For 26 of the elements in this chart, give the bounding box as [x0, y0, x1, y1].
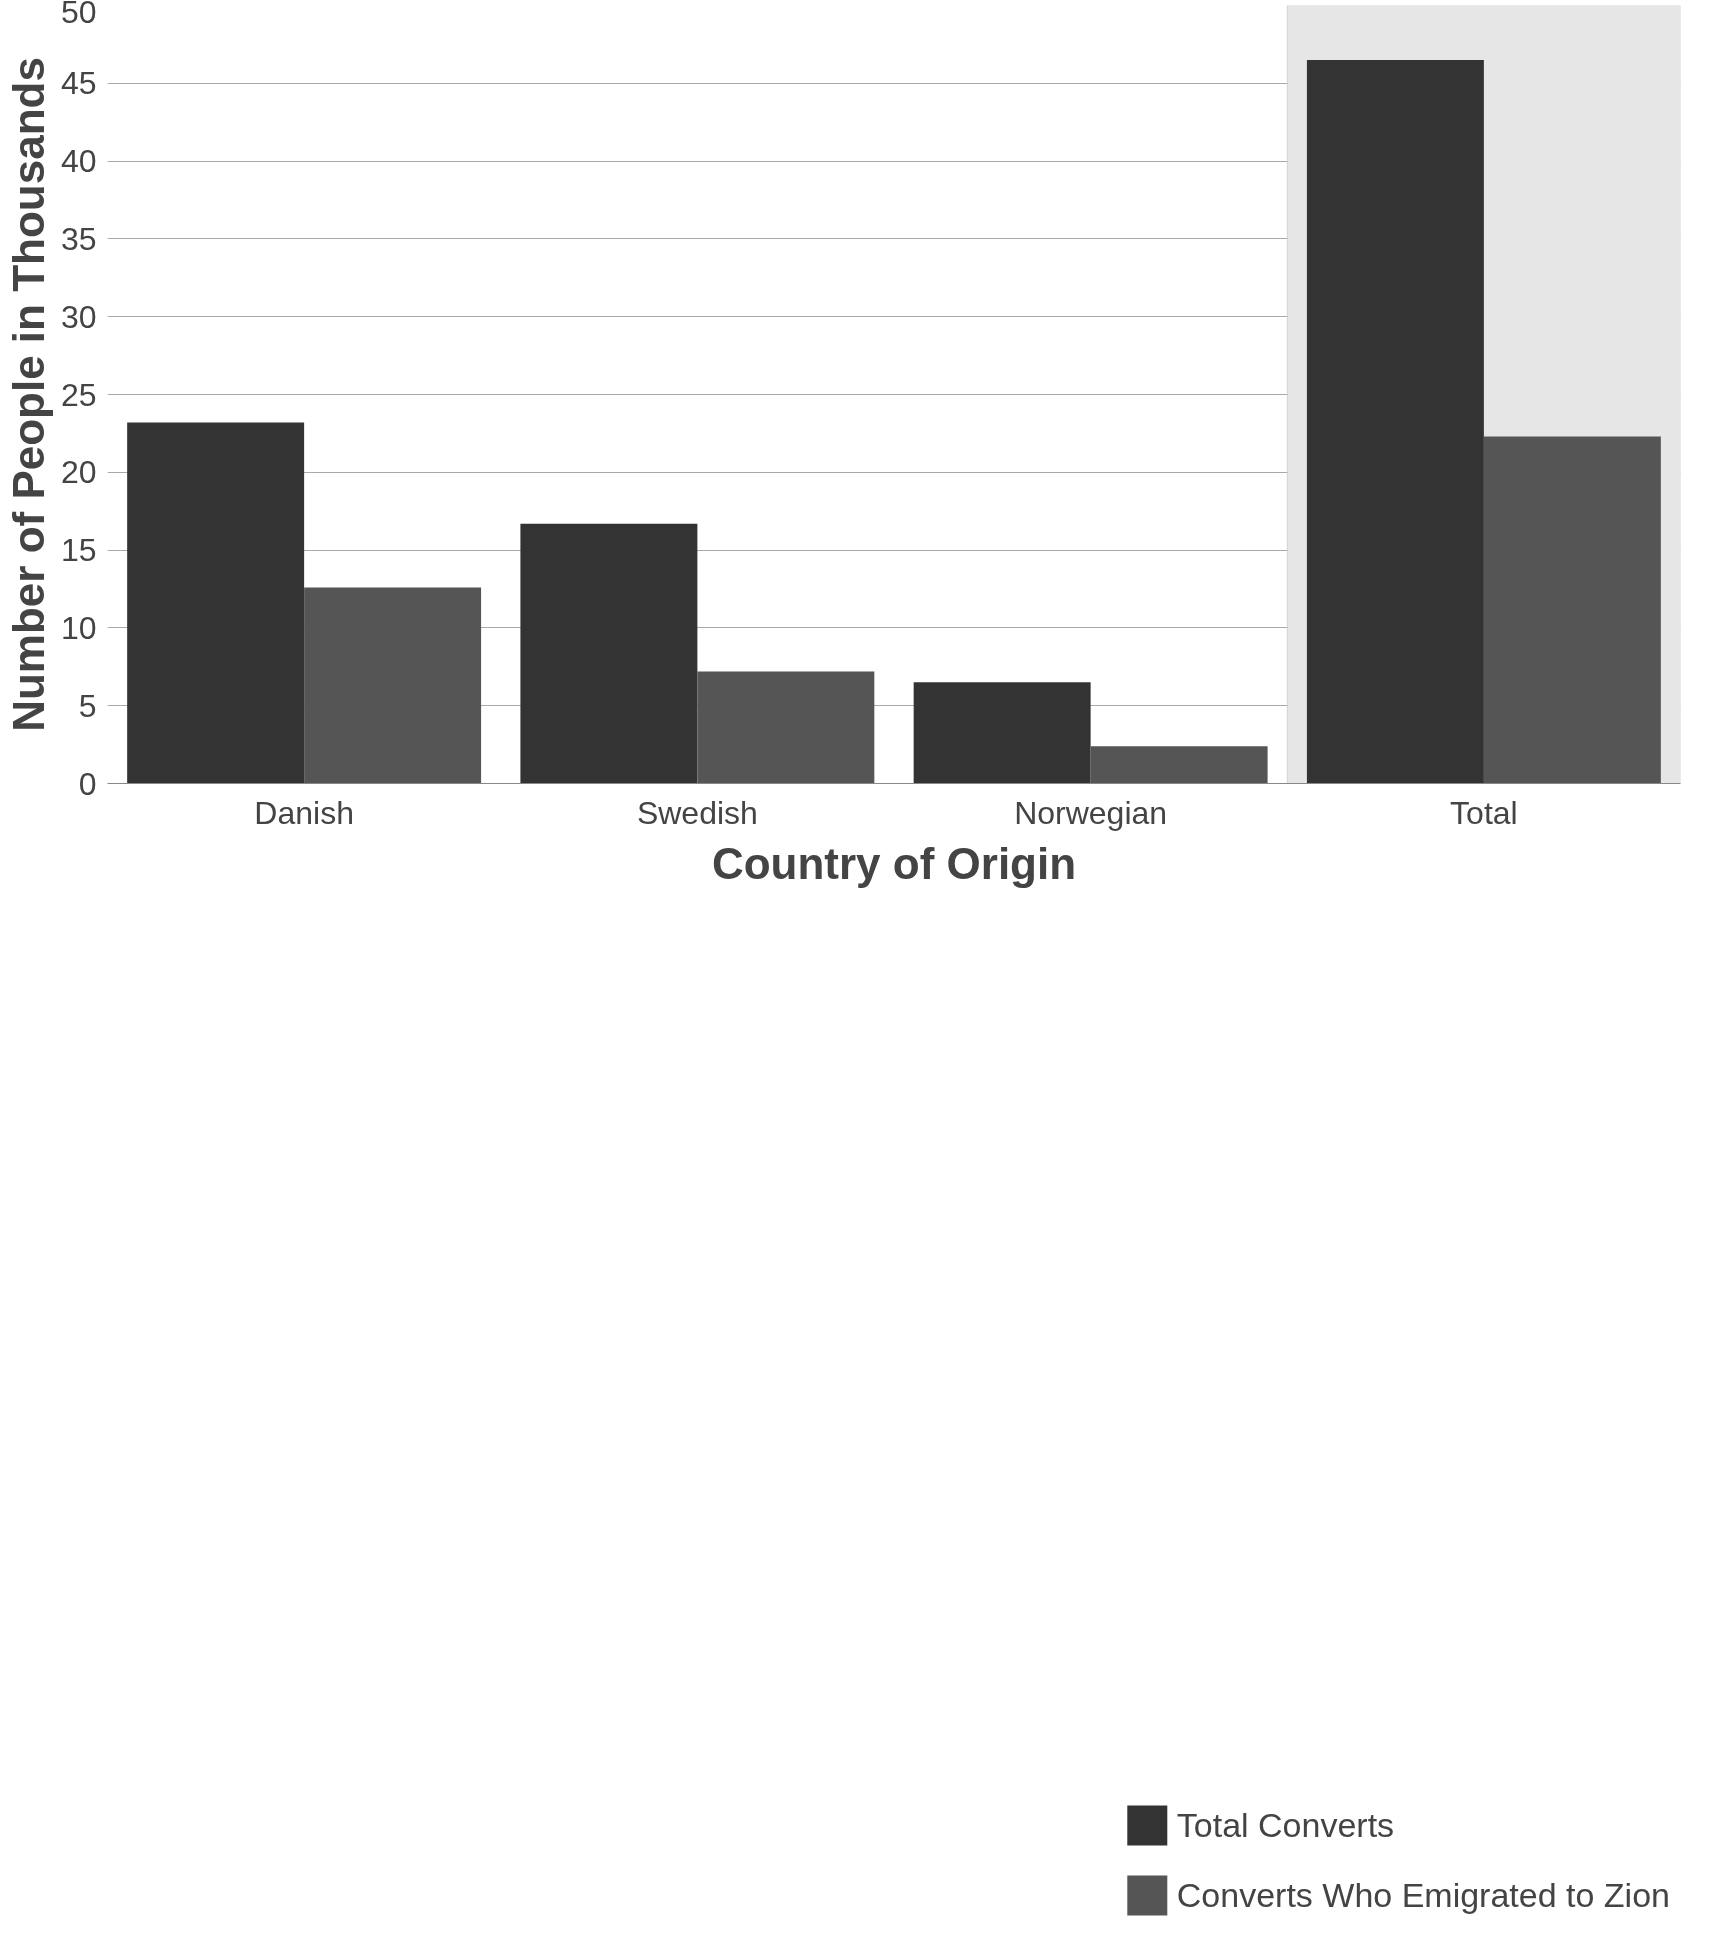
y-tick-label: 40 [60, 143, 97, 180]
x-axis-title: Country of Origin [711, 838, 1077, 888]
y-tick-label: 50 [60, 0, 97, 30]
y-axis-title: Number of People in Thousands [3, 57, 53, 732]
y-tick-label: 20 [60, 454, 97, 491]
legend-label: Total Converts [1176, 1805, 1395, 1845]
y-tick-label: 30 [60, 298, 97, 335]
y-tick-label: 10 [60, 609, 97, 646]
bar [520, 523, 698, 784]
bar [913, 682, 1091, 784]
bar [1090, 746, 1268, 784]
x-tick-label: Danish [254, 794, 354, 831]
bar [304, 587, 482, 784]
bar [127, 422, 305, 784]
x-tick-label: Swedish [636, 794, 758, 831]
x-tick-label: Total [1450, 794, 1518, 831]
y-tick-label: 0 [78, 765, 97, 802]
legend-label: Converts Who Emigrated to Zion [1176, 1875, 1670, 1915]
bar [1483, 436, 1661, 784]
x-tick-label: Norwegian [1014, 794, 1168, 831]
y-tick-label: 45 [60, 65, 97, 102]
y-tick-label: 35 [60, 220, 97, 257]
y-tick-label: 5 [78, 687, 97, 724]
y-tick-label: 15 [60, 532, 97, 569]
y-tick-label: 25 [60, 376, 97, 413]
bar [697, 671, 875, 784]
